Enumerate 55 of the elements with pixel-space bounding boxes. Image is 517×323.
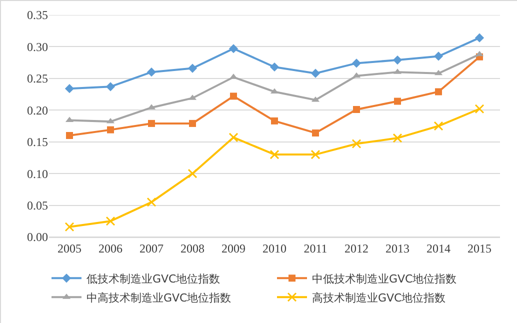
point [189,120,196,127]
point [310,150,320,160]
point [188,64,198,73]
point [270,150,280,160]
point [64,84,74,94]
y-tick-label: 0.30 [27,40,48,54]
point [474,33,484,42]
y-tick-label: 0.25 [27,72,48,86]
x-tick-label: 2014 [426,241,450,256]
x-tick-label: 2015 [468,241,492,256]
point [352,58,362,68]
y-tick-label: 0.35 [27,8,48,22]
legend-label: 中低技术制造业GVC地位指数 [312,272,457,286]
point [352,139,362,149]
point [146,68,156,77]
x-tick-label: 2013 [386,241,410,256]
x-tick-label: 2012 [344,241,368,256]
point [435,88,442,96]
point [106,216,116,226]
x-tick-label: 2010 [262,241,286,256]
point [434,52,444,61]
y-tick-label: 0.10 [27,166,48,181]
y-tick-label: 0.00 [27,230,48,244]
point [394,98,401,105]
point [310,68,320,78]
point [271,117,278,124]
point [228,132,238,142]
legend-label: 中高技术制造业GVC地位指数 [86,291,232,304]
x-tick-label: 2011 [304,241,328,256]
point [474,104,484,114]
point [64,222,74,232]
point [270,62,280,72]
point [148,120,155,127]
x-tick-label: 2009 [222,241,246,256]
point [228,44,238,54]
point [312,129,319,136]
y-tick-label: 0.20 [27,103,48,118]
point [66,132,73,140]
y-tick-label: 0.15 [27,135,48,150]
point [392,133,402,143]
point [434,121,444,131]
legend-label: 高技术制造业GVC地位指数 [312,291,446,304]
legend-label: 低技术制造业GVC地位指数 [86,272,220,286]
x-tick-label: 2007 [140,241,164,256]
point [107,126,114,134]
point [353,106,360,114]
point [188,168,198,178]
point [230,92,237,100]
x-tick-label: 2008 [180,241,204,256]
x-tick-label: 2005 [58,241,82,256]
point [146,197,156,207]
y-tick-label: 0.05 [27,198,48,212]
x-tick-label: 2006 [98,241,122,256]
point [106,82,116,92]
point [392,55,402,65]
